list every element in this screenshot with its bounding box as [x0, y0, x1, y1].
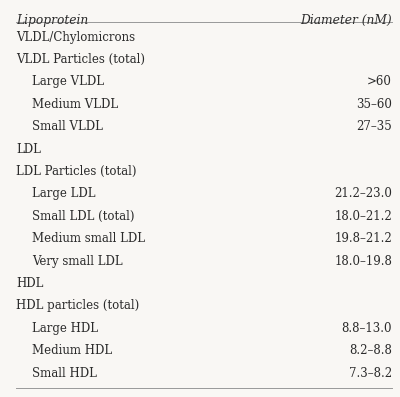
- Text: Lipoprotein: Lipoprotein: [16, 14, 88, 27]
- Text: 35–60: 35–60: [356, 98, 392, 111]
- Text: Large VLDL: Large VLDL: [32, 75, 104, 88]
- Text: 21.2–23.0: 21.2–23.0: [334, 187, 392, 200]
- Text: 27–35: 27–35: [356, 120, 392, 133]
- Text: Small LDL (total): Small LDL (total): [32, 210, 134, 223]
- Text: 7.3–8.2: 7.3–8.2: [349, 366, 392, 380]
- Text: 8.2–8.8: 8.2–8.8: [349, 344, 392, 357]
- Text: HDL particles (total): HDL particles (total): [16, 299, 139, 312]
- Text: 19.8–21.2: 19.8–21.2: [334, 232, 392, 245]
- Text: Small VLDL: Small VLDL: [32, 120, 103, 133]
- Text: Medium HDL: Medium HDL: [32, 344, 112, 357]
- Text: Medium VLDL: Medium VLDL: [32, 98, 118, 111]
- Text: Large HDL: Large HDL: [32, 322, 98, 335]
- Text: 18.0–19.8: 18.0–19.8: [334, 254, 392, 268]
- Text: Large LDL: Large LDL: [32, 187, 96, 200]
- Text: VLDL Particles (total): VLDL Particles (total): [16, 53, 145, 66]
- Text: 18.0–21.2: 18.0–21.2: [334, 210, 392, 223]
- Text: LDL: LDL: [16, 143, 41, 156]
- Text: Diameter (nM): Diameter (nM): [300, 14, 392, 27]
- Text: >60: >60: [367, 75, 392, 88]
- Text: Medium small LDL: Medium small LDL: [32, 232, 145, 245]
- Text: 8.8–13.0: 8.8–13.0: [342, 322, 392, 335]
- Text: HDL: HDL: [16, 277, 43, 290]
- Text: VLDL/Chylomicrons: VLDL/Chylomicrons: [16, 31, 135, 44]
- Text: Very small LDL: Very small LDL: [32, 254, 123, 268]
- Text: Small HDL: Small HDL: [32, 366, 97, 380]
- Text: LDL Particles (total): LDL Particles (total): [16, 165, 136, 178]
